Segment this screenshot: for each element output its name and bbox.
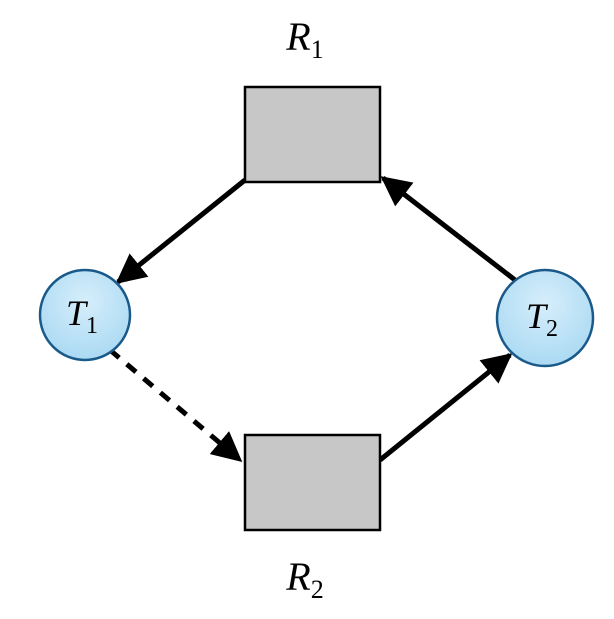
edge-T2_to_R1 bbox=[383, 178, 515, 280]
edge-T1_to_R2 bbox=[110, 350, 240, 460]
edge-R2_to_T2 bbox=[380, 355, 510, 460]
node-R1 bbox=[245, 87, 380, 182]
diagram-canvas: T1T2R1R2 bbox=[0, 0, 614, 619]
edge-R1_to_T1 bbox=[118, 180, 245, 282]
node-label-R2: R2 bbox=[285, 554, 323, 604]
node-label-R1: R1 bbox=[285, 14, 323, 64]
node-R2 bbox=[245, 435, 380, 530]
